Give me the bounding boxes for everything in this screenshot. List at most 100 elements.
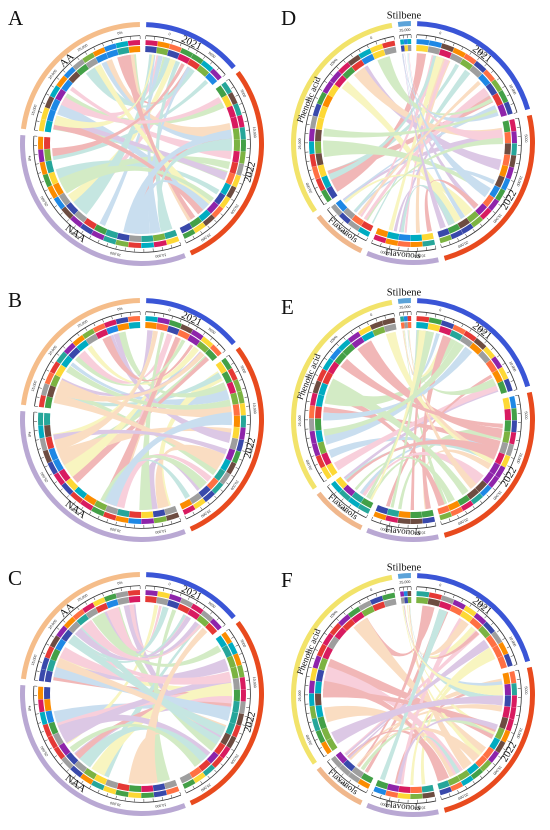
ribbon	[148, 66, 191, 234]
segment-band	[358, 325, 372, 336]
segment-band	[416, 45, 429, 53]
sector-arc-2021	[417, 21, 531, 111]
ribbon	[357, 65, 502, 171]
sector-arc-flavanols	[316, 214, 363, 254]
segment-band	[117, 596, 130, 605]
segment-band	[239, 151, 246, 164]
tick	[220, 213, 224, 216]
tick	[334, 491, 337, 495]
segment-band	[322, 371, 333, 385]
tick	[161, 797, 163, 801]
segment-band	[187, 608, 201, 620]
tick	[36, 120, 40, 122]
ribbon	[54, 115, 228, 181]
sector-arc-naa	[19, 684, 186, 816]
segment-band	[82, 602, 95, 613]
segment-band	[318, 105, 328, 119]
segment-band	[55, 638, 67, 652]
tick	[231, 86, 234, 89]
tick-label: 0	[370, 36, 373, 40]
panel-b: B 0 5000 2021 5000 10,000 15,000 20,000 25,000 2…	[0, 277, 275, 554]
segment-band	[498, 89, 509, 104]
segment-band	[482, 746, 495, 759]
ribbon	[102, 335, 194, 382]
segment-band	[219, 472, 231, 485]
segment-band	[404, 322, 409, 329]
tick	[184, 239, 187, 243]
tick	[162, 314, 165, 318]
tick	[235, 370, 239, 373]
panel-letter: C	[8, 566, 23, 590]
segment-band	[80, 499, 94, 511]
segment-band	[498, 366, 509, 381]
segment-band	[220, 732, 231, 746]
tick	[179, 319, 182, 323]
segment-band	[128, 792, 142, 798]
segment-band	[233, 689, 241, 702]
panel-letter: D	[281, 6, 297, 30]
ribbon	[106, 334, 232, 443]
tick	[371, 239, 373, 243]
segment-band	[327, 84, 340, 98]
tick	[36, 670, 40, 672]
segment-band	[335, 199, 348, 212]
tick-label: 15,000	[31, 654, 38, 666]
segment-band	[239, 701, 246, 714]
tick-label: 10,000	[155, 253, 167, 259]
tick-label: 15,000	[492, 490, 502, 501]
segment-band	[509, 119, 517, 132]
segment-band	[211, 755, 224, 768]
tick	[44, 189, 48, 192]
ribbon	[87, 345, 199, 385]
ribbons	[53, 330, 233, 510]
segment-band	[80, 223, 94, 235]
segment-band	[226, 381, 237, 395]
segment-band	[190, 603, 204, 615]
ribbon	[407, 330, 497, 396]
segment-band	[145, 596, 157, 604]
segment-band	[116, 782, 130, 792]
tick-label: 100%	[329, 334, 339, 344]
ribbon	[105, 412, 233, 507]
tick-label: 10,000	[155, 529, 167, 535]
segment-band	[205, 348, 218, 361]
segment-band	[469, 342, 483, 355]
segment-band	[68, 347, 81, 360]
tick	[319, 747, 323, 749]
tick	[327, 207, 331, 210]
segment-band	[407, 322, 412, 329]
tick	[341, 498, 344, 502]
tick	[315, 374, 318, 376]
ribbon	[323, 346, 469, 445]
segment-band	[315, 729, 326, 744]
segment-band	[198, 485, 211, 498]
segment-band	[463, 330, 477, 342]
tick	[435, 522, 437, 526]
segment-band	[168, 593, 182, 603]
segment-band	[479, 759, 492, 772]
tick	[515, 117, 519, 120]
segment-band	[128, 322, 141, 329]
tick	[54, 481, 58, 484]
ribbon	[324, 337, 457, 407]
segment-band	[105, 229, 119, 239]
segment-band	[239, 403, 246, 416]
segment-band	[502, 397, 511, 410]
segment-band	[58, 742, 71, 756]
segment-band	[221, 631, 233, 645]
ribbon	[101, 336, 181, 506]
segment-band	[157, 41, 171, 49]
segment-band	[193, 498, 206, 510]
tick-label: 5000	[478, 327, 487, 335]
segment-band	[103, 593, 117, 602]
segment-band	[236, 439, 245, 452]
segment-band	[311, 718, 321, 732]
sector-arc-2021	[417, 298, 531, 388]
tick	[56, 353, 60, 356]
segment-band	[485, 359, 498, 373]
tick	[239, 182, 243, 185]
tick	[319, 640, 323, 643]
segment-band	[94, 774, 108, 785]
segment-band	[438, 600, 452, 611]
segment-band	[452, 324, 466, 335]
